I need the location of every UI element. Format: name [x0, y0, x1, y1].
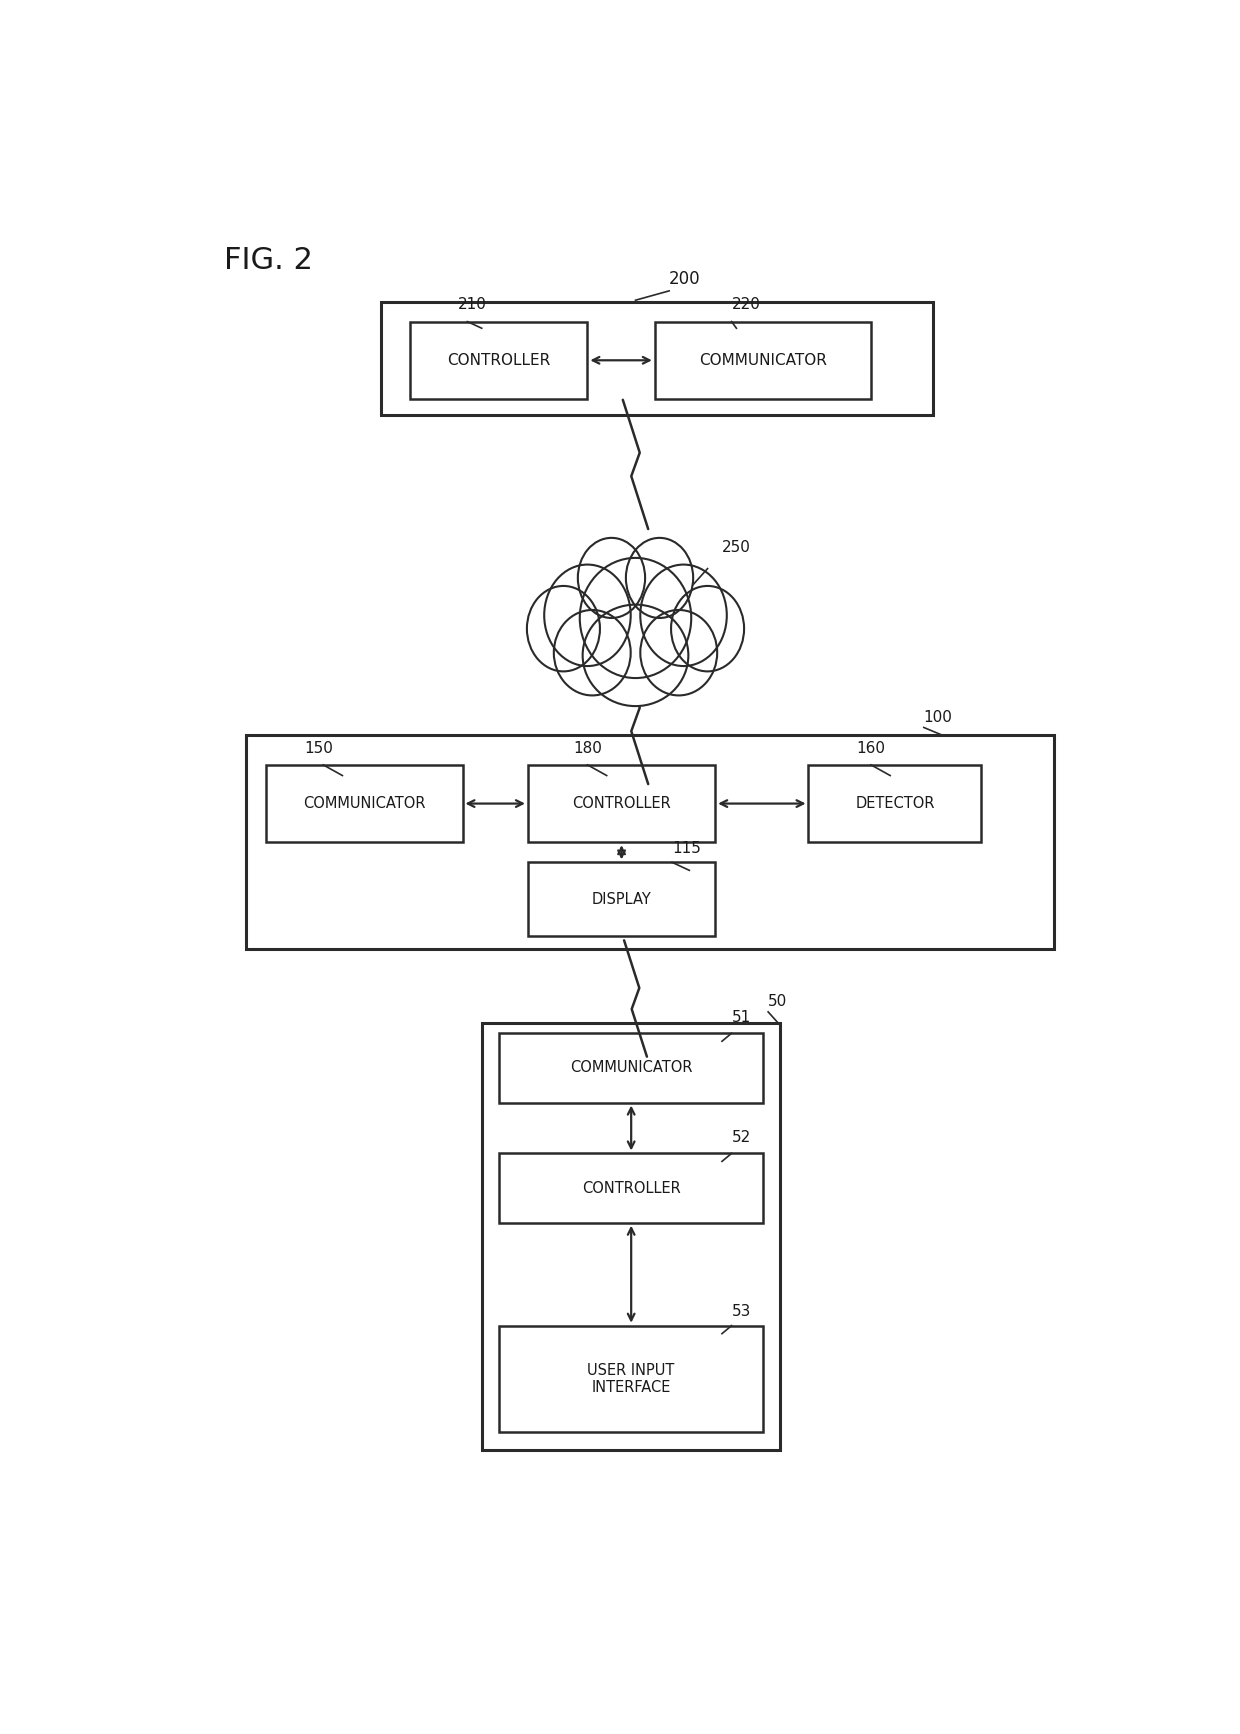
Ellipse shape — [640, 610, 717, 695]
Text: CONTROLLER: CONTROLLER — [446, 352, 551, 368]
Ellipse shape — [527, 586, 600, 671]
Text: USER INPUT
INTERFACE: USER INPUT INTERFACE — [588, 1363, 675, 1396]
Text: 250: 250 — [722, 541, 751, 555]
Text: 160: 160 — [857, 740, 885, 756]
Text: CONTROLLER: CONTROLLER — [572, 796, 671, 812]
Bar — [247, 735, 1054, 948]
Bar — [528, 862, 715, 936]
Ellipse shape — [544, 565, 631, 666]
Text: NETWORK: NETWORK — [593, 626, 678, 645]
Text: 200: 200 — [670, 271, 701, 288]
Ellipse shape — [578, 538, 645, 617]
Bar — [481, 1023, 780, 1450]
Bar — [655, 321, 870, 399]
Text: 115: 115 — [672, 841, 701, 855]
Bar — [498, 1325, 764, 1432]
Ellipse shape — [580, 558, 691, 678]
Text: COMMUNICATOR: COMMUNICATOR — [699, 352, 827, 368]
Text: 50: 50 — [768, 994, 787, 1009]
Ellipse shape — [640, 565, 727, 666]
Text: COMMUNICATOR: COMMUNICATOR — [303, 796, 425, 812]
Ellipse shape — [554, 610, 631, 695]
Bar — [409, 321, 588, 399]
Text: 53: 53 — [732, 1304, 751, 1320]
Text: DETECTOR: DETECTOR — [856, 796, 935, 812]
Bar — [381, 302, 934, 414]
Text: 210: 210 — [458, 297, 486, 312]
Text: 150: 150 — [304, 740, 332, 756]
Text: 100: 100 — [924, 709, 952, 725]
Text: FIG. 2: FIG. 2 — [224, 246, 312, 274]
Bar — [808, 765, 982, 843]
Text: 51: 51 — [732, 1011, 751, 1025]
Bar — [528, 765, 715, 843]
Bar — [265, 765, 463, 843]
Text: CONTROLLER: CONTROLLER — [582, 1181, 681, 1196]
Ellipse shape — [671, 586, 744, 671]
Text: 180: 180 — [573, 740, 601, 756]
Bar — [498, 1153, 764, 1222]
Text: 220: 220 — [732, 297, 760, 312]
Ellipse shape — [583, 605, 688, 706]
Text: 52: 52 — [732, 1131, 751, 1146]
Text: DISPLAY: DISPLAY — [591, 891, 651, 907]
Ellipse shape — [626, 538, 693, 617]
Bar — [498, 1033, 764, 1103]
Text: COMMUNICATOR: COMMUNICATOR — [570, 1061, 692, 1075]
